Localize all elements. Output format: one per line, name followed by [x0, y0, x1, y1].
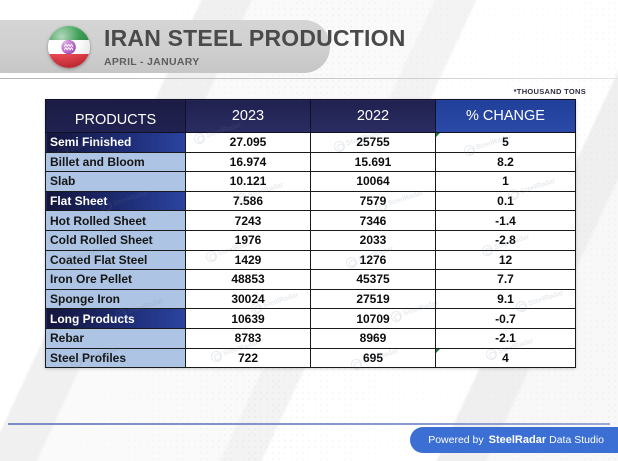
production-table-wrapper: PRODUCTS 2023 2022 % CHANGE Semi Finishe… — [45, 99, 576, 369]
cell-2023: 7.586 — [185, 190, 311, 212]
table-row: Flat Sheet 7.586 7579 0.1 — [45, 190, 576, 212]
report-header: ♒ IRAN STEEL PRODUCTION APRIL - JANUARY — [48, 18, 406, 76]
cell-2022: 15.691 — [310, 151, 436, 173]
column-header-products: PRODUCTS — [45, 99, 186, 133]
product-name: Data Studio — [549, 434, 604, 446]
footer-divider — [8, 423, 610, 425]
cell-product: Flat Sheet — [45, 190, 186, 212]
cell-change: 4 — [435, 347, 576, 369]
cell-product: Coated Flat Steel — [45, 249, 186, 271]
cell-2022: 10064 — [310, 171, 436, 192]
cell-product: Slab — [45, 171, 186, 192]
cell-product: Steel Profiles — [45, 347, 186, 369]
cell-2023: 30024 — [185, 288, 311, 310]
cell-2022: 27519 — [310, 288, 436, 310]
table-row: Rebar 8783 8969 -2.1 — [45, 327, 576, 349]
column-header-change: % CHANGE — [435, 99, 576, 133]
cell-2022: 7579 — [310, 190, 436, 212]
cell-change: -2.8 — [435, 229, 576, 251]
cell-change: 8.2 — [435, 151, 576, 173]
table-row: Billet and Bloom 16.974 15.691 8.2 — [45, 151, 576, 173]
cell-product: Hot Rolled Sheet — [45, 210, 186, 231]
title-block: IRAN STEEL PRODUCTION APRIL - JANUARY — [104, 25, 406, 68]
cell-2023: 7243 — [185, 210, 311, 231]
cell-product: Long Products — [45, 308, 186, 329]
cell-2023: 722 — [185, 347, 311, 369]
cell-2023: 48853 — [185, 269, 311, 290]
production-table: PRODUCTS 2023 2022 % CHANGE Semi Finishe… — [45, 99, 576, 369]
page-title: IRAN STEEL PRODUCTION — [104, 25, 406, 52]
cell-change: 9.1 — [435, 288, 576, 310]
table-row: Hot Rolled Sheet 7243 7346 -1.4 — [45, 210, 576, 231]
table-row: Cold Rolled Sheet 1976 2033 -2.8 — [45, 229, 576, 251]
cell-2022: 8969 — [310, 327, 436, 349]
column-header-2022: 2022 — [310, 99, 436, 133]
cell-change: 0.1 — [435, 190, 576, 212]
cell-product: Rebar — [45, 327, 186, 349]
table-head: PRODUCTS 2023 2022 % CHANGE — [45, 99, 576, 133]
table-row: Iron Ore Pellet 48853 45375 7.7 — [45, 269, 576, 290]
brand-name: SteelRadar — [488, 434, 547, 446]
cell-product: Semi Finished — [45, 132, 186, 153]
cell-2022: 10709 — [310, 308, 436, 329]
powered-by-badge: Powered by SteelRadar Data Studio — [410, 427, 618, 453]
column-header-2023: 2023 — [185, 99, 311, 133]
powered-by-label: Powered by — [428, 434, 484, 446]
cell-2023: 10639 — [185, 308, 311, 329]
cell-2023: 8783 — [185, 327, 311, 349]
table-row: Sponge Iron 30024 27519 9.1 — [45, 288, 576, 310]
table-row: Long Products 10639 10709 -0.7 — [45, 308, 576, 329]
cell-change: -2.1 — [435, 327, 576, 349]
table-body: Semi Finished 27.095 25755 5 Billet and Bloo… — [45, 132, 576, 369]
cell-2023: 27.095 — [185, 132, 311, 153]
cell-change: -0.7 — [435, 308, 576, 329]
unit-note: *THOUSAND TONS — [513, 87, 586, 96]
page-subtitle: APRIL - JANUARY — [104, 55, 200, 68]
cell-change: -1.4 — [435, 210, 576, 231]
table-row: Slab 10.121 10064 1 — [45, 171, 576, 192]
cell-2022: 695 — [310, 347, 436, 369]
table-row: Semi Finished 27.095 25755 5 — [45, 132, 576, 153]
cell-product: Cold Rolled Sheet — [45, 229, 186, 251]
cell-change: 7.7 — [435, 269, 576, 290]
cell-product: Iron Ore Pellet — [45, 269, 186, 290]
cell-2023: 1429 — [185, 249, 311, 271]
table-header-row: PRODUCTS 2023 2022 % CHANGE — [45, 99, 576, 133]
flag-gloss-overlay — [48, 26, 90, 68]
cell-2023: 1976 — [185, 229, 311, 251]
cell-product: Billet and Bloom — [45, 151, 186, 173]
cell-2023: 10.121 — [185, 171, 311, 192]
cell-2022: 45375 — [310, 269, 436, 290]
table-row: Coated Flat Steel 1429 1276 12 — [45, 249, 576, 271]
cell-change: 1 — [435, 171, 576, 192]
cell-2022: 2033 — [310, 229, 436, 251]
cell-change: 5 — [435, 132, 576, 153]
cell-2023: 16.974 — [185, 151, 311, 173]
table-row: Steel Profiles 722 695 4 — [45, 347, 576, 369]
header-divider — [0, 78, 618, 79]
cell-2022: 1276 — [310, 249, 436, 271]
cell-2022: 25755 — [310, 132, 436, 153]
cell-2022: 7346 — [310, 210, 436, 231]
cell-product: Sponge Iron — [45, 288, 186, 310]
cell-change: 12 — [435, 249, 576, 271]
iran-flag-icon: ♒ — [48, 26, 90, 68]
